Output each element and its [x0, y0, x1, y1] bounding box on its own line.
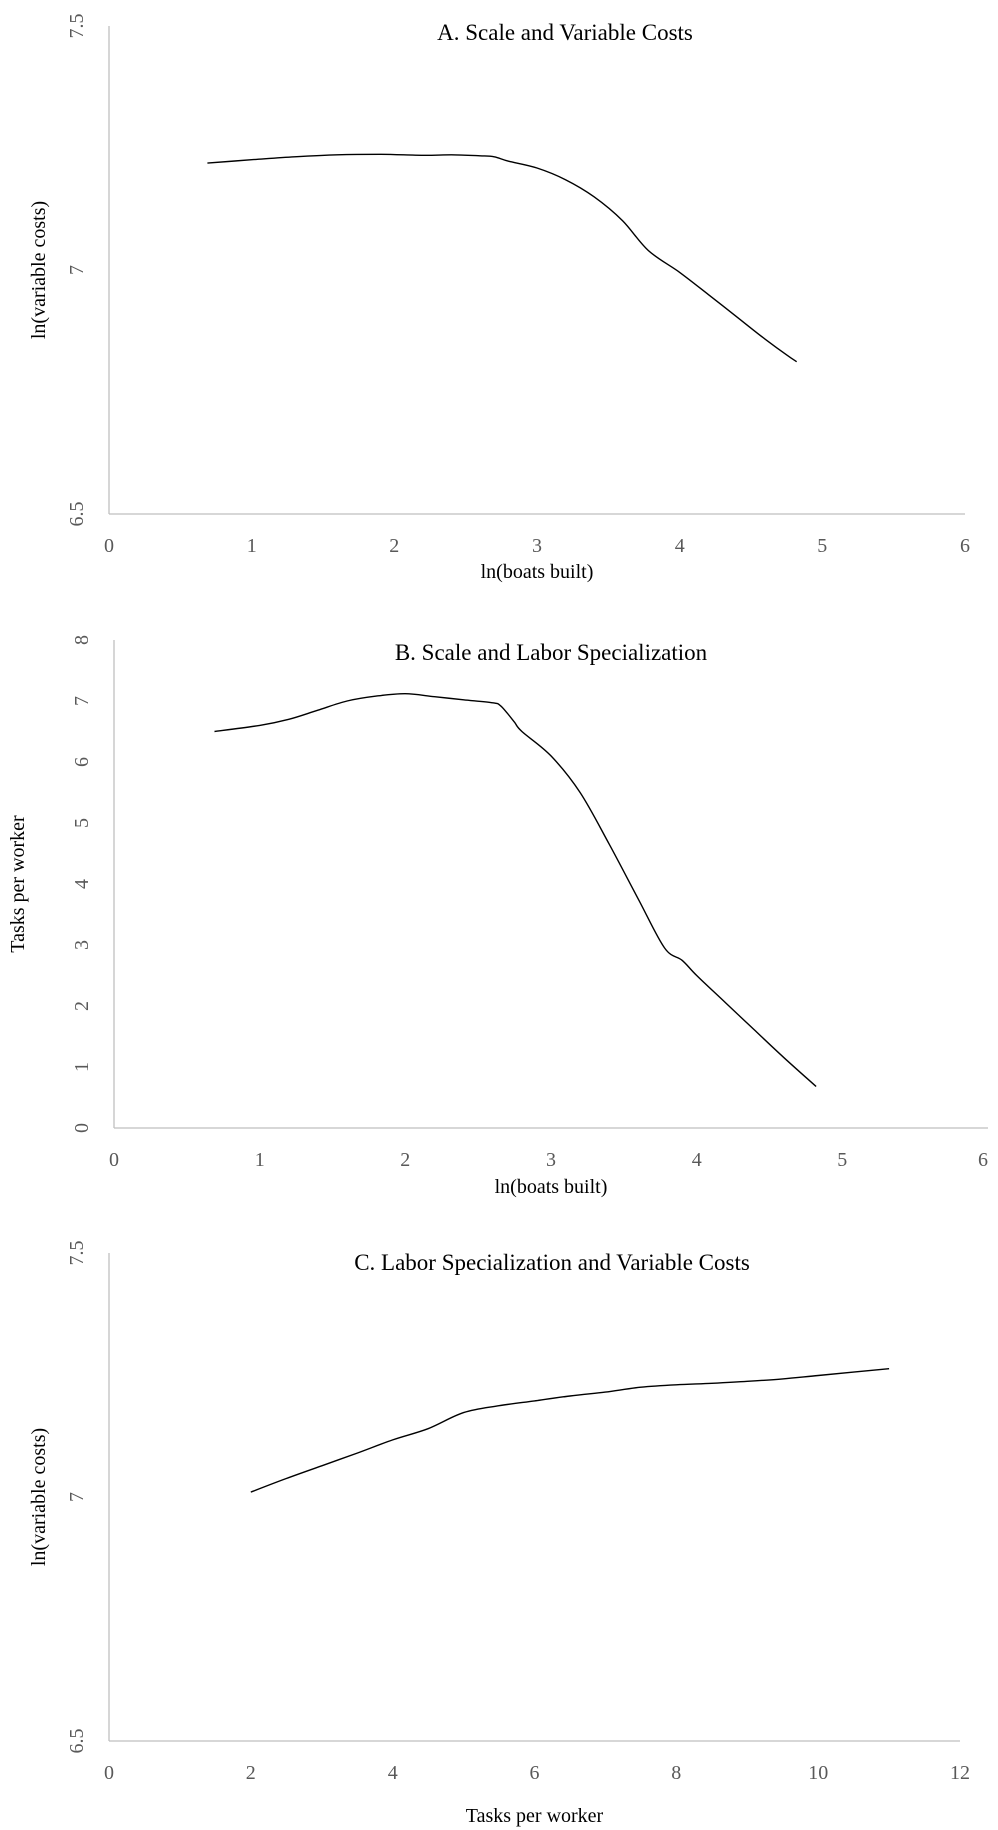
chart-a-y-tick: 6.5 [66, 502, 88, 527]
chart-c-x-tick: 8 [671, 1762, 681, 1784]
chart-c-x-tick: 4 [388, 1762, 398, 1784]
chart-c-y-axis-title: ln(variable costs) [28, 1428, 50, 1566]
chart-b-x-tick: 3 [546, 1149, 556, 1171]
chart-c-y-tick: 6.5 [66, 1729, 88, 1754]
chart-a-x-tick: 1 [247, 535, 257, 557]
chart-b-x-tick: 4 [692, 1149, 702, 1171]
chart-b-title: B. Scale and Labor Specialization [395, 640, 708, 665]
chart-a-title: A. Scale and Variable Costs [437, 20, 693, 45]
chart-b-x-tick: 1 [255, 1149, 265, 1171]
chart-c-x-axis-title: Tasks per worker [466, 1805, 604, 1827]
chart-panel-c: C. Labor Specialization and Variable Cos… [28, 1241, 970, 1828]
chart-b-x-tick: 6 [978, 1149, 988, 1171]
chart-c-y-ticks: 6.5 7 7.5 [66, 1241, 88, 1754]
chart-a-y-ticks: 6.5 7 7.5 [66, 14, 88, 527]
chart-b-y-tick: 7 [71, 696, 93, 706]
chart-c-x-tick: 2 [246, 1762, 256, 1784]
chart-c-title: C. Labor Specialization and Variable Cos… [354, 1250, 750, 1275]
chart-b-x-ticks: 0 1 2 3 4 5 6 [109, 1149, 988, 1171]
chart-c-y-tick: 7 [66, 1492, 88, 1502]
chart-a-x-tick: 2 [389, 535, 399, 557]
chart-b-y-tick: 5 [71, 818, 93, 828]
chart-b-y-tick: 2 [71, 1001, 93, 1011]
chart-b-y-axis-title: Tasks per worker [7, 815, 29, 953]
chart-a-x-tick: 4 [675, 535, 685, 557]
chart-c-y-tick: 7.5 [66, 1241, 88, 1266]
chart-b-y-tick: 0 [71, 1123, 93, 1133]
chart-a-x-axis-title: ln(boats built) [481, 561, 594, 583]
chart-a-x-tick: 3 [532, 535, 542, 557]
chart-b-y-ticks: 0 1 2 3 4 5 6 7 8 [71, 635, 93, 1133]
chart-b-x-axis-title: ln(boats built) [495, 1176, 608, 1198]
chart-a-x-tick: 5 [817, 535, 827, 557]
chart-c-x-ticks: 0 2 4 6 8 10 12 [104, 1762, 970, 1784]
chart-a-x-tick: 0 [104, 535, 114, 557]
chart-b-y-tick: 8 [71, 635, 93, 645]
chart-b-y-tick: 4 [71, 879, 93, 889]
chart-c-x-tick: 0 [104, 1762, 114, 1784]
chart-b-y-tick: 3 [71, 940, 93, 950]
chart-b-y-tick: 6 [71, 757, 93, 767]
chart-panel-a: A. Scale and Variable Costs 0 1 2 3 4 5 … [28, 14, 970, 584]
chart-c-series-line [250, 1368, 890, 1493]
chart-a-x-tick: 6 [960, 535, 970, 557]
chart-a-y-axis-title: ln(variable costs) [28, 201, 50, 339]
chart-c-x-tick: 10 [808, 1762, 828, 1784]
chart-a-x-ticks: 0 1 2 3 4 5 6 [104, 535, 970, 557]
chart-panel-b: B. Scale and Labor Specialization 0 1 2 … [7, 635, 988, 1198]
chart-b-y-tick: 1 [71, 1062, 93, 1072]
chart-a-y-tick: 7.5 [66, 14, 88, 39]
chart-b-x-tick: 2 [400, 1149, 410, 1171]
chart-c-x-tick: 6 [530, 1762, 540, 1784]
chart-c-x-tick: 12 [950, 1762, 970, 1784]
chart-b-x-tick: 5 [837, 1149, 847, 1171]
chart-b-x-tick: 0 [109, 1149, 119, 1171]
chart-a-y-tick: 7 [66, 265, 88, 275]
chart-a-series-line [207, 153, 798, 363]
chart-b-series-line [214, 692, 817, 1088]
